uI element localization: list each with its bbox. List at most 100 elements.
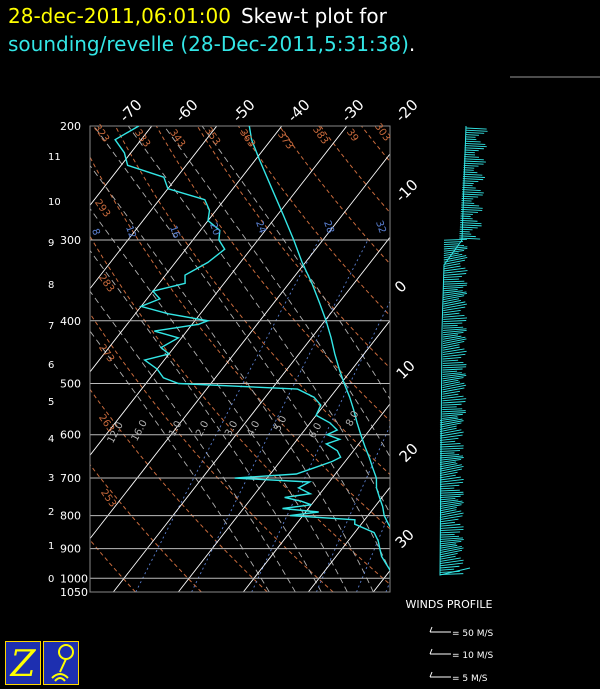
wind-barb (463, 173, 483, 176)
isotherm-line (503, 126, 600, 592)
wind-barb (442, 341, 465, 347)
wind-barb (439, 543, 457, 547)
dry-adiabat-line (114, 126, 390, 476)
wind-barb (439, 553, 458, 558)
wind-barb (442, 346, 460, 351)
moist-adiabat-line (201, 126, 390, 400)
wind-barb (442, 344, 460, 349)
pressure-tick-label: 200 (60, 120, 81, 133)
pressure-tick-label: 300 (60, 234, 81, 247)
wind-barb (443, 246, 468, 250)
height-tick-label: 1 (48, 541, 54, 552)
header-line-1: 28-dec-2011,06:01:00 Skew-t plot for (8, 4, 387, 28)
wind-barb (439, 484, 460, 488)
sounding-traces (114, 126, 390, 579)
wind-barb (443, 295, 465, 301)
moist-adiabat-label: 4.0 (245, 419, 262, 438)
plot-frame (89, 125, 391, 593)
wind-barb (443, 317, 468, 320)
wind-barb (439, 540, 462, 545)
title-period: . (408, 32, 416, 56)
wind-barb (439, 481, 464, 485)
height-tick-label: 4 (48, 434, 54, 445)
header-line-2: sounding/revelle (28-Dec-2011,5:31:38). (8, 32, 415, 56)
date-time: 28-dec-2011,06:01:00 (8, 4, 231, 28)
antenna-balloon-icon[interactable] (43, 641, 79, 685)
wind-barb (460, 208, 483, 211)
wind-barb (439, 464, 462, 470)
mixing-ratio-line (135, 239, 320, 592)
wind-barb (443, 265, 461, 270)
wind-barb (439, 437, 459, 441)
wind-barb (443, 312, 460, 316)
wind-barb (442, 348, 465, 353)
isotherm-line (90, 126, 218, 290)
isotherm-line (112, 236, 390, 592)
wind-barb (465, 140, 481, 143)
wind-barb (443, 301, 466, 307)
moist-adiabat-line (163, 126, 390, 458)
moist-adiabat-label: 16.0 (130, 418, 150, 443)
isobars (89, 125, 391, 593)
wind-barb (439, 510, 462, 516)
wind-barb (442, 398, 467, 402)
wind-barb (443, 278, 460, 281)
wind-barb (442, 403, 462, 406)
wind-barb (465, 129, 488, 132)
wind-barb (439, 523, 461, 527)
mixing-ratio-line (356, 511, 390, 592)
wind-barb (443, 309, 461, 314)
wind-barb (442, 401, 466, 404)
wind-barb (464, 151, 475, 154)
wind-barb (442, 379, 459, 384)
wind-barb (439, 474, 456, 479)
dry-adiabat-line (90, 312, 334, 592)
wind-barb (439, 528, 464, 532)
wind-barb (443, 289, 458, 292)
wind-barb (443, 300, 461, 305)
mixing-ratio-line (460, 240, 600, 592)
wind-barb (443, 259, 466, 265)
isotherm-line (90, 126, 348, 456)
mixing-ratio-line (429, 240, 574, 592)
wind-barb (442, 393, 459, 397)
wind-barb (439, 452, 455, 455)
wind-barb (439, 498, 456, 501)
chart-labels: 2003004005006007008009001000105011109876… (48, 96, 422, 599)
wind-barb (442, 368, 463, 371)
wind-barb (439, 463, 458, 468)
wind-barb (439, 537, 464, 540)
wind-barb (442, 387, 465, 393)
wind-barb (442, 336, 466, 342)
wind-legend-label: = 50 M/S (452, 629, 494, 639)
wind-barb (439, 547, 464, 554)
pressure-tick-label: 900 (60, 543, 81, 556)
wind-barb (442, 413, 463, 417)
temperature-tick-label: -50 (229, 96, 259, 126)
wind-barb (442, 370, 458, 373)
wind-barb (439, 504, 462, 510)
wind-barb (464, 153, 476, 156)
wind-barb (439, 418, 463, 424)
wind-barb (442, 359, 459, 362)
winds-profile: WINDS PROFILE (406, 76, 600, 611)
mixing-ratio-label: 16 (167, 224, 182, 240)
wind-barb (443, 280, 465, 283)
dry-adiabat-line (90, 388, 268, 592)
wind-barb (464, 142, 486, 145)
zebra-logo-icon[interactable]: Z (5, 641, 41, 685)
isotherm-line (177, 319, 390, 592)
height-tick-label: 6 (48, 360, 54, 371)
dry-adiabat-label: 343 (167, 128, 187, 150)
wind-barb (465, 136, 476, 138)
height-tick-label: 9 (48, 238, 54, 249)
moist-adiabat-line (90, 164, 374, 592)
mixing-ratio-label: 28 (321, 219, 336, 235)
moist-adiabat-label: 1.0 (167, 419, 184, 438)
moist-adiabat-label: 2.0 (194, 419, 211, 438)
dry-adiabat-label: 353 (202, 126, 222, 148)
wind-barb (443, 247, 468, 252)
mixing-ratio-label: 20 (207, 221, 222, 237)
wind-barb (439, 559, 464, 565)
